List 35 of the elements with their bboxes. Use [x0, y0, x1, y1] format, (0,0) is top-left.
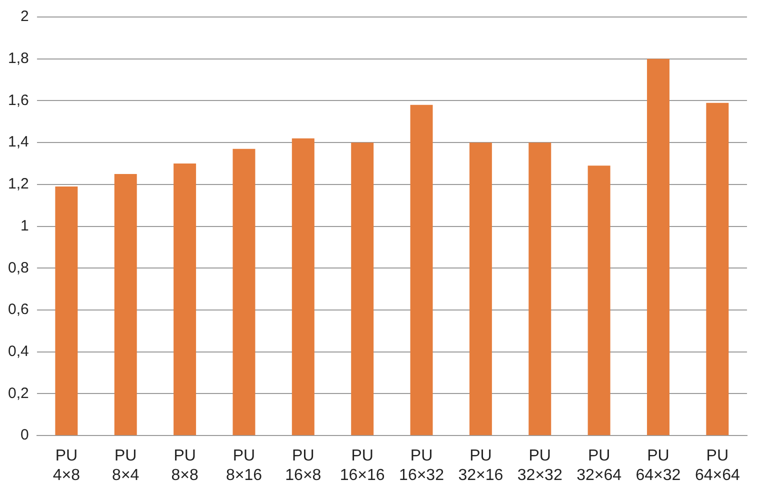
- x-tick-label: PU 64×64: [694, 448, 740, 484]
- bar: [528, 142, 552, 436]
- y-tick-label: 0,4: [8, 343, 29, 360]
- y-tick-label: 0,2: [8, 384, 29, 402]
- y-tick-label: 2: [20, 8, 29, 26]
- y-tick-label: 1,4: [8, 134, 29, 151]
- bar: [469, 142, 492, 436]
- bar: [174, 164, 196, 436]
- x-tick-label: PU 8×4: [112, 448, 140, 484]
- x-tick-label: PU 16×8: [285, 448, 322, 484]
- bar: [646, 58, 670, 436]
- bar: [410, 104, 433, 436]
- y-tick-label: 1,2: [8, 176, 29, 193]
- bar: [588, 166, 610, 436]
- bar: [55, 186, 78, 436]
- bar: [351, 142, 374, 436]
- x-tick-label: PU 16×16: [340, 448, 385, 484]
- y-tick-label: 1: [20, 217, 29, 234]
- y-tick-label: 0,8: [8, 259, 29, 276]
- x-tick-label: PU 32×32: [517, 448, 562, 484]
- x-tick-label: PU 64×32: [636, 448, 681, 484]
- bar: [114, 174, 137, 436]
- x-tick-label: PU 4×8: [52, 448, 80, 484]
- y-tick-label: 0: [20, 426, 29, 444]
- x-tick-label: PU 32×16: [458, 448, 504, 484]
- x-tick-label: PU 16×32: [399, 448, 444, 484]
- y-tick-label: 0,6: [8, 301, 29, 318]
- x-tick-label: PU 8×8: [171, 448, 198, 484]
- bar: [292, 138, 314, 436]
- bar: [706, 102, 729, 436]
- y-tick-label: 1,6: [8, 92, 29, 109]
- x-tick-label: PU 32×64: [576, 448, 622, 484]
- y-tick-label: 1,8: [8, 50, 29, 67]
- bar: [232, 148, 256, 436]
- x-tick-label: PU 8×16: [226, 448, 262, 484]
